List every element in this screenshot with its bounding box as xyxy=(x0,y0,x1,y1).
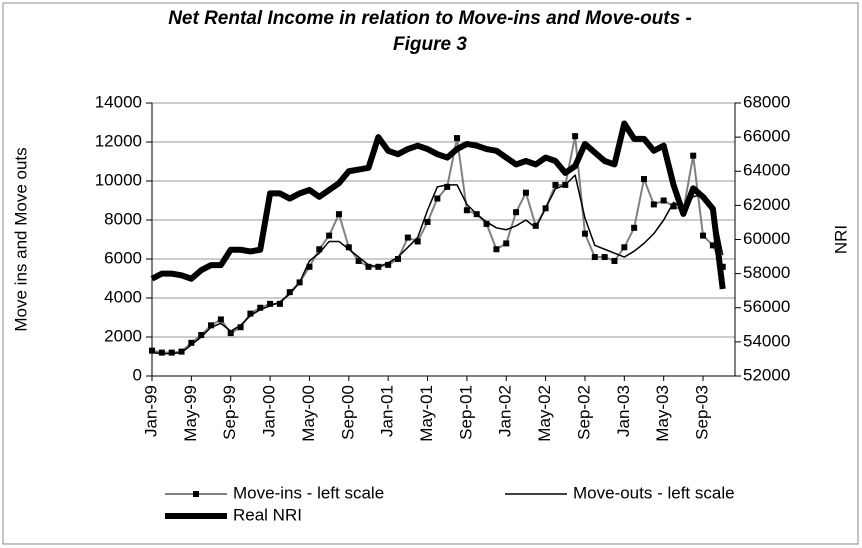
y2-tick-label: 54000 xyxy=(743,331,790,350)
legend-label: Real NRI xyxy=(233,505,302,524)
y-tick-label: 2000 xyxy=(104,326,142,345)
marker xyxy=(660,197,667,204)
x-tick-label: May-01 xyxy=(417,385,436,442)
marker xyxy=(286,289,293,296)
x-tick-label: May-99 xyxy=(181,385,200,442)
y2-tick-label: 66000 xyxy=(743,127,790,146)
marker xyxy=(247,310,254,317)
x-tick-label: Jan-01 xyxy=(378,385,397,437)
marker xyxy=(267,300,274,307)
marker xyxy=(395,256,401,262)
chart-title: Net Rental Income in relation to Move-in… xyxy=(168,8,692,55)
marker xyxy=(611,257,618,264)
x-tick-label: Jan-00 xyxy=(260,385,279,437)
marker xyxy=(316,246,323,253)
marker xyxy=(306,263,313,270)
marker xyxy=(641,176,647,183)
marker xyxy=(572,133,579,140)
marker xyxy=(385,261,392,268)
x-tick-label: Sep-99 xyxy=(220,385,239,440)
y2-tick-label: 60000 xyxy=(743,229,790,248)
marker xyxy=(404,234,411,241)
y-tick-label: 14000 xyxy=(95,92,142,111)
marker xyxy=(414,238,421,245)
y2-tick-label: 62000 xyxy=(743,195,790,214)
marker xyxy=(158,349,165,356)
series-line xyxy=(151,135,724,354)
marker xyxy=(631,224,638,231)
y-axis-title: Move ins and Move outs xyxy=(11,147,30,331)
marker xyxy=(178,348,185,355)
x-tick-label: Jan-03 xyxy=(614,385,633,437)
marker xyxy=(198,332,205,339)
marker xyxy=(208,322,215,329)
marker xyxy=(257,304,264,311)
marker xyxy=(434,195,441,202)
marker xyxy=(591,254,598,261)
y-tick-label: 12000 xyxy=(95,131,142,150)
y2-axis-title: NRI xyxy=(831,225,850,254)
y2-tick-label: 52000 xyxy=(743,365,790,384)
marker xyxy=(483,220,490,227)
y-tick-label: 4000 xyxy=(104,287,142,306)
marker xyxy=(601,254,608,261)
marker xyxy=(700,232,707,239)
marker xyxy=(621,244,628,251)
y2-tick-label: 58000 xyxy=(743,263,790,282)
marker xyxy=(355,257,362,264)
marker xyxy=(670,203,677,210)
legend-marker xyxy=(193,491,199,497)
y-tick-label: 10000 xyxy=(95,170,142,189)
marker xyxy=(454,135,461,142)
marker xyxy=(365,263,372,270)
series-line xyxy=(150,120,726,290)
marker xyxy=(552,181,559,188)
marker xyxy=(276,300,283,307)
y-tick-label: 8000 xyxy=(104,209,142,228)
marker xyxy=(227,330,234,337)
legend-label: Move-ins - left scale xyxy=(233,483,384,502)
x-tick-label: May-00 xyxy=(299,385,318,442)
x-tick-label: May-03 xyxy=(653,385,672,442)
marker xyxy=(493,246,500,253)
marker xyxy=(532,222,539,229)
marker xyxy=(345,244,352,251)
x-tick-label: Sep-03 xyxy=(693,385,712,440)
x-tick-label: Sep-01 xyxy=(456,385,475,440)
marker xyxy=(709,242,716,249)
x-tick-label: Jan-99 xyxy=(141,385,160,437)
x-tick-label: Sep-00 xyxy=(338,385,357,440)
x-tick-label: May-02 xyxy=(535,385,554,442)
y2-tick-label: 68000 xyxy=(743,92,790,111)
marker xyxy=(424,218,431,225)
marker xyxy=(650,201,657,208)
marker xyxy=(149,347,155,354)
marker xyxy=(463,207,470,214)
marker xyxy=(168,349,175,356)
marker xyxy=(188,339,195,346)
marker xyxy=(690,152,697,159)
marker xyxy=(237,324,244,331)
y-tick-label: 6000 xyxy=(104,248,142,267)
marker xyxy=(513,209,520,216)
legend-label: Move-outs - left scale xyxy=(573,483,735,502)
marker xyxy=(522,189,529,196)
marker xyxy=(581,230,588,237)
marker xyxy=(217,316,224,323)
marker xyxy=(503,240,510,247)
y2-tick-label: 56000 xyxy=(743,297,790,316)
x-tick-label: Jan-02 xyxy=(496,385,515,437)
y-tick-label: 0 xyxy=(133,365,142,384)
y2-tick-label: 64000 xyxy=(743,161,790,180)
marker xyxy=(326,232,333,239)
series-line xyxy=(151,174,724,355)
marker xyxy=(335,211,342,218)
marker xyxy=(444,183,451,190)
x-tick-label: Sep-02 xyxy=(574,385,593,440)
